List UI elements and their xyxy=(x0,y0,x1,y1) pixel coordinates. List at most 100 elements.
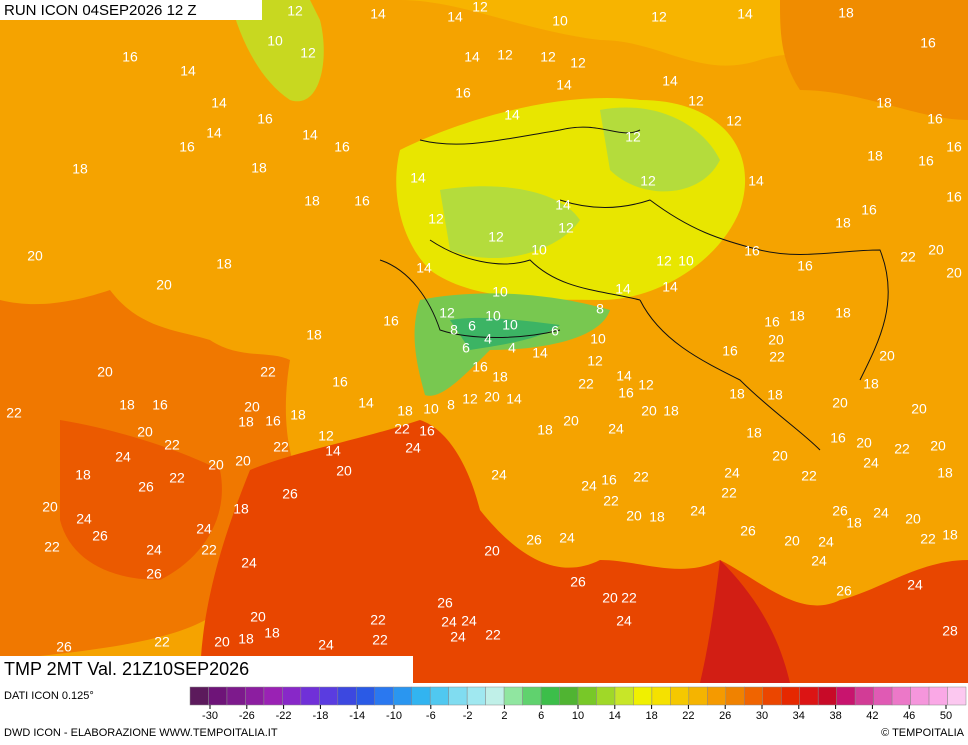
temperature-label: 16 xyxy=(265,413,281,429)
map-region xyxy=(440,107,720,259)
temperature-label: 26 xyxy=(437,595,453,611)
temperature-label: 12 xyxy=(625,129,641,145)
temperature-label: 20 xyxy=(214,634,230,650)
temperature-label: 6 xyxy=(462,340,470,356)
temperature-label: 26 xyxy=(92,528,108,544)
temperature-label: 20 xyxy=(946,265,962,281)
temperature-label: 12 xyxy=(462,391,478,407)
temperature-label: 12 xyxy=(540,49,556,65)
temperature-label: 22 xyxy=(578,376,594,392)
temperature-label: 24 xyxy=(616,613,632,629)
temperature-label: 12 xyxy=(651,9,667,25)
temperature-label: 20 xyxy=(156,277,172,293)
temperature-label: 16 xyxy=(722,343,738,359)
map-region xyxy=(780,0,968,120)
colorbar-swatch xyxy=(873,686,893,706)
temperature-label: 16 xyxy=(946,189,962,205)
map-region xyxy=(0,0,968,66)
temperature-label: 18 xyxy=(397,403,413,419)
temperature-label: 14 xyxy=(506,391,522,407)
temperature-label: 18 xyxy=(238,414,254,430)
temperature-label: 18 xyxy=(867,148,883,164)
colorbar-label: 14 xyxy=(609,710,621,722)
temperature-label: 18 xyxy=(233,501,249,517)
temperature-label: 12 xyxy=(287,3,303,19)
temperature-label: 18 xyxy=(767,387,783,403)
temperature-label: 24 xyxy=(491,467,507,483)
temperature-label: 14 xyxy=(370,6,386,22)
temperature-label: 14 xyxy=(416,260,432,276)
colorbar-swatch xyxy=(208,686,228,706)
temperature-label: 22 xyxy=(260,364,276,380)
colorbar-swatch xyxy=(928,686,948,706)
temperature-label: 16 xyxy=(744,243,760,259)
temperature-label: 24 xyxy=(811,553,827,569)
temperature-label: 16 xyxy=(601,472,617,488)
colorbar-swatch xyxy=(263,686,283,706)
temperature-label: 22 xyxy=(721,485,737,501)
temperature-label: 24 xyxy=(461,613,477,629)
colorbar-swatch xyxy=(762,686,782,706)
temperature-label: 18 xyxy=(663,403,679,419)
temperature-label: 22 xyxy=(6,405,22,421)
temperature-label: 16 xyxy=(920,35,936,51)
temperature-label: 18 xyxy=(937,465,953,481)
colorbar-label: -10 xyxy=(386,710,402,722)
temperature-label: 10 xyxy=(590,331,606,347)
temperature-label: 14 xyxy=(615,281,631,297)
temperature-label: 8 xyxy=(450,322,458,338)
colorbar-swatch xyxy=(319,686,339,706)
colorbar-swatch xyxy=(725,686,745,706)
temperature-label: 18 xyxy=(746,425,762,441)
temperature-label: 16 xyxy=(354,193,370,209)
temperature-label: 24 xyxy=(907,577,923,593)
temperature-label: 18 xyxy=(537,422,553,438)
temperature-label: 12 xyxy=(570,55,586,71)
temperature-label: 16 xyxy=(861,202,877,218)
temperature-label: 12 xyxy=(640,173,656,189)
colorbar-swatch xyxy=(300,686,320,706)
temperature-label: 14 xyxy=(662,73,678,89)
temperature-label: 18 xyxy=(863,376,879,392)
colorbar-swatch xyxy=(429,686,449,706)
temperature-label: 10 xyxy=(678,253,694,269)
colorbar-swatch xyxy=(688,686,708,706)
colorbar-swatch xyxy=(245,686,265,706)
colorbar-label: -26 xyxy=(239,710,255,722)
temperature-label: 20 xyxy=(784,533,800,549)
temperature-label: 8 xyxy=(447,397,455,413)
map-region xyxy=(60,420,222,580)
temperature-label: 20 xyxy=(856,435,872,451)
temperature-label: 14 xyxy=(556,77,572,93)
temperature-label: 18 xyxy=(789,308,805,324)
temperature-label: 24 xyxy=(724,465,740,481)
temperature-label: 18 xyxy=(306,327,322,343)
temperature-label: 16 xyxy=(927,111,943,127)
temperature-label: 24 xyxy=(581,478,597,494)
temperature-label: 22 xyxy=(201,542,217,558)
temperature-label: 26 xyxy=(56,639,72,655)
colorbar-swatch xyxy=(448,686,468,706)
temperature-label: 10 xyxy=(267,33,283,49)
colorbar-swatch xyxy=(392,686,412,706)
colorbar-label: 18 xyxy=(645,710,657,722)
temperature-label: 16 xyxy=(122,49,138,65)
temperature-label: 22 xyxy=(621,590,637,606)
temperature-label: 10 xyxy=(485,308,501,324)
temperature-label: 12 xyxy=(472,0,488,15)
colorbar-swatch xyxy=(707,686,727,706)
temperature-label: 24 xyxy=(559,530,575,546)
temperature-label: 12 xyxy=(726,113,742,129)
map-sea xyxy=(200,420,968,683)
temperature-label: 24 xyxy=(405,440,421,456)
colorbar-label: -30 xyxy=(202,710,218,722)
temperature-label: 24 xyxy=(863,455,879,471)
temperature-label: 18 xyxy=(119,397,135,413)
temperature-label: 18 xyxy=(304,193,320,209)
colorbar-swatch xyxy=(854,686,874,706)
temperature-label: 20 xyxy=(930,438,946,454)
temperature-label: 22 xyxy=(154,634,170,650)
temperature-label: 18 xyxy=(238,631,254,647)
temperature-label: 16 xyxy=(764,314,780,330)
colorbar-swatch xyxy=(836,686,856,706)
